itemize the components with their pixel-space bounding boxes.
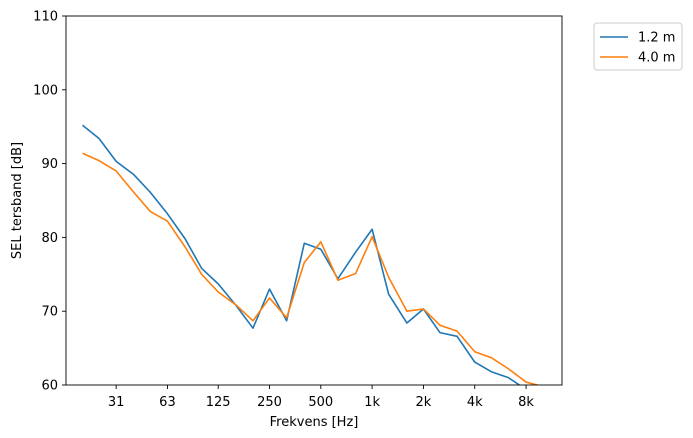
y-axis: 60 70 80 90 100 110 (33, 10, 66, 394)
series-line-1 (82, 124, 521, 385)
legend-label: 1.2 m (638, 31, 675, 46)
x-axis: 31 63 125 250 500 1k 2k 4k 8k (108, 385, 534, 410)
legend-label: 4.0 m (638, 51, 675, 66)
x-tick-label: 4k (467, 395, 483, 410)
x-tick-label: 31 (108, 395, 125, 410)
legend: 1.2 m 4.0 m (593, 22, 683, 71)
series-line-2 (82, 152, 541, 385)
x-axis-label: Frekvens [Hz] (270, 415, 359, 430)
y-tick-label: 90 (41, 157, 58, 172)
x-tick-label: 250 (257, 395, 282, 410)
x-tick-label: 63 (159, 395, 176, 410)
y-tick-label: 60 (41, 379, 58, 394)
x-tick-label: 1k (364, 395, 380, 410)
y-tick-label: 110 (33, 10, 58, 25)
x-tick-label: 8k (518, 395, 534, 410)
x-tick-label: 500 (308, 395, 333, 410)
x-tick-label: 2k (416, 395, 432, 410)
y-tick-label: 100 (33, 83, 58, 98)
x-tick-label: 125 (206, 395, 231, 410)
y-tick-label: 80 (41, 231, 58, 246)
series-layer (82, 124, 541, 385)
y-tick-label: 70 (41, 305, 58, 320)
y-axis-label: SEL tersband [dB] (10, 142, 25, 259)
legend-box (593, 22, 683, 71)
plot-frame (65, 15, 563, 386)
